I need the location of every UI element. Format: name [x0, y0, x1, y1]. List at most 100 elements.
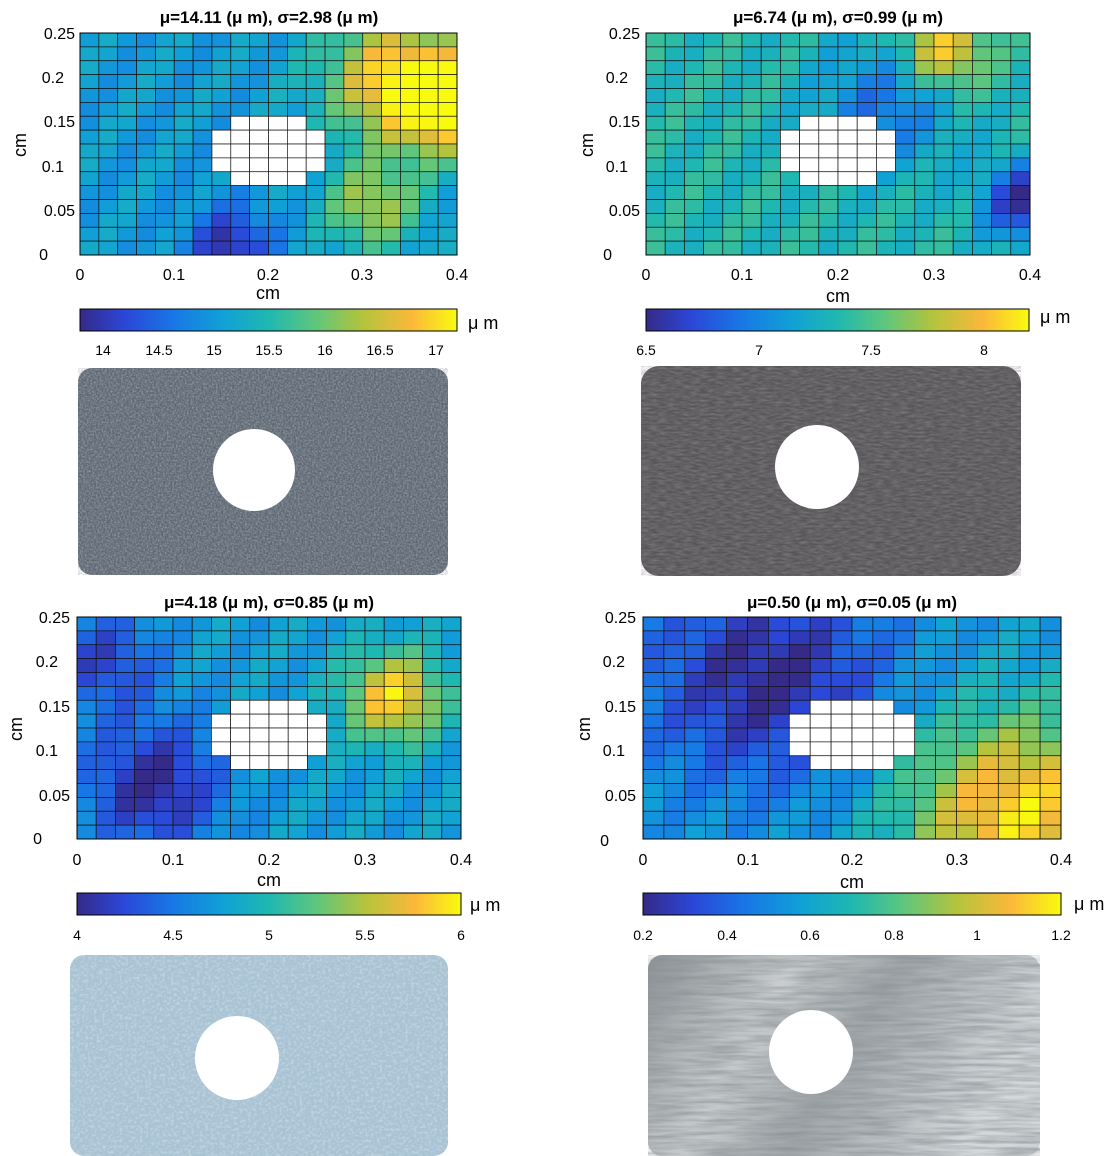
heatmap-cell — [287, 755, 308, 770]
heatmap-cell — [230, 157, 251, 173]
colorbar-tick: 5 — [265, 927, 273, 943]
heatmap-cell — [364, 616, 385, 632]
heatmap-cell — [441, 797, 462, 812]
colorbar-tick: 0.4 — [717, 927, 737, 943]
heatmap-cell — [837, 88, 858, 103]
heatmap-cell — [1018, 672, 1041, 687]
heatmap-cell — [192, 74, 213, 89]
heatmap-cell — [837, 213, 858, 228]
heatmap-cell — [809, 797, 832, 812]
heatmap-cell — [703, 143, 724, 159]
heatmap-cell — [837, 226, 858, 242]
heatmap-cell — [362, 129, 382, 145]
heatmap-cell — [760, 226, 781, 242]
heatmap-cell — [191, 824, 212, 840]
heatmap-cell — [663, 783, 686, 798]
heatmap-cell — [741, 199, 762, 214]
heatmap-cell — [268, 185, 288, 200]
heatmap-cell — [343, 115, 364, 131]
heatmap-cell — [305, 74, 326, 89]
heatmap-cell — [403, 658, 423, 673]
heatmap-cell — [418, 185, 439, 200]
heatmap-cell — [1010, 213, 1031, 228]
heatmap-cell — [437, 60, 458, 75]
heatmap-cell — [663, 755, 686, 770]
heatmap-cell — [747, 658, 769, 673]
heatmap-cell — [768, 755, 790, 770]
heatmap-cell — [684, 644, 707, 659]
heatmap-cell — [249, 824, 270, 840]
heatmap-cell — [872, 686, 895, 701]
colorbar-tick: 4.5 — [163, 927, 183, 943]
heatmap-cell — [211, 199, 232, 214]
heatmap-cell — [809, 824, 832, 840]
heatmap-cell — [230, 797, 251, 812]
heatmap-cell — [115, 810, 135, 826]
heatmap-cell — [437, 46, 458, 62]
heatmap-cell — [726, 630, 748, 646]
heatmap-cell — [383, 797, 404, 812]
heatmap-cell — [768, 686, 790, 701]
heatmap-4-frame — [642, 616, 1062, 840]
colorbar-4-gradient — [642, 892, 1062, 916]
heatmap-cell — [362, 240, 382, 256]
heatmap-cell — [705, 783, 727, 798]
heatmap-cell — [991, 240, 1012, 256]
heatmap-cell — [722, 74, 743, 89]
heatmap-cell — [780, 226, 800, 242]
heatmap-cell — [362, 60, 382, 75]
heatmap-cell — [79, 74, 100, 89]
heatmap-cell — [400, 213, 420, 228]
heatmap-cell — [780, 240, 800, 256]
heatmap-cell — [422, 713, 443, 729]
heatmap-cell — [799, 88, 820, 103]
heatmap-cell — [115, 699, 135, 715]
heatmap-cell — [79, 240, 100, 256]
heatmap-cell — [307, 824, 327, 840]
heatmap-cell — [893, 686, 916, 701]
heatmap-cell — [684, 741, 707, 757]
heatmap-cell — [287, 672, 308, 687]
heatmap-cell — [799, 199, 820, 214]
heatmap-cell — [684, 102, 704, 117]
heatmap-cell — [830, 741, 853, 757]
heatmap-cell — [230, 143, 251, 159]
heatmap-cell — [418, 32, 439, 48]
heatmap-cell — [155, 157, 175, 173]
heatmap-cell — [418, 88, 439, 103]
y-tick: 0.25 — [44, 26, 75, 43]
heatmap-cell — [172, 824, 193, 840]
heatmap-cell — [172, 616, 193, 632]
heatmap-cell — [703, 199, 724, 214]
heatmap-cell — [747, 755, 769, 770]
heatmap-cell — [705, 741, 727, 757]
heatmap-cell — [403, 644, 423, 659]
heatmap-cell — [768, 699, 790, 715]
heatmap-cell — [799, 115, 820, 131]
heatmap-cell — [914, 810, 936, 826]
heatmap-cell — [726, 824, 748, 840]
heatmap-cell — [933, 46, 954, 62]
heatmap-cell — [705, 699, 727, 715]
heatmap-cell — [383, 769, 404, 784]
heatmap-cell — [76, 783, 97, 798]
heatmap-cell — [914, 32, 935, 48]
heatmap-cell — [851, 672, 874, 687]
heatmap-cell — [935, 810, 957, 826]
heatmap-cell — [684, 213, 704, 228]
heatmap-cell — [684, 686, 707, 701]
heatmap-cell — [79, 143, 100, 159]
heatmap-cell — [893, 797, 916, 812]
heatmap-cell — [117, 60, 137, 75]
x-tick: 0.3 — [946, 852, 968, 869]
heatmap-cell — [76, 797, 97, 812]
heatmap-cell — [422, 699, 443, 715]
heatmap-cell — [268, 686, 289, 701]
heatmap-cell — [437, 240, 458, 256]
heatmap-cell — [809, 616, 832, 632]
heatmap-cell — [664, 46, 685, 62]
heatmap-cell — [642, 810, 665, 826]
heatmap-cell — [977, 783, 999, 798]
heatmap-cell — [76, 699, 97, 715]
heatmap-cell — [768, 630, 790, 646]
